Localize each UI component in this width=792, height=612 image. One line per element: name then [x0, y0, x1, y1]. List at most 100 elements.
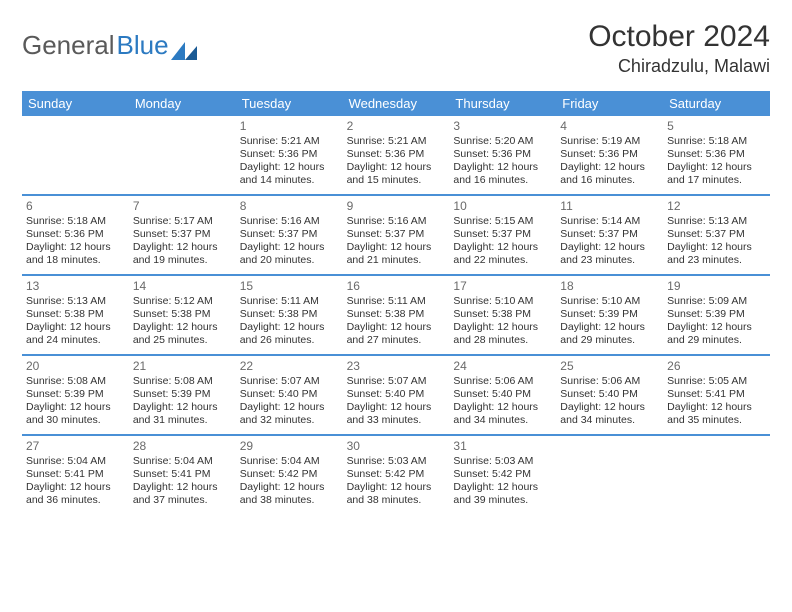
- week-row: 1Sunrise: 5:21 AMSunset: 5:36 PMDaylight…: [22, 116, 770, 194]
- empty-cell: [663, 436, 770, 514]
- daylight-line-1: Daylight: 12 hours: [240, 321, 339, 334]
- day-header: Monday: [129, 91, 236, 116]
- daylight-line-2: and 39 minutes.: [453, 494, 552, 507]
- daylight-line-2: and 34 minutes.: [453, 414, 552, 427]
- daylight-line-1: Daylight: 12 hours: [560, 321, 659, 334]
- daylight-line-2: and 16 minutes.: [560, 174, 659, 187]
- sunrise-line: Sunrise: 5:03 AM: [453, 455, 552, 468]
- sunset-line: Sunset: 5:42 PM: [453, 468, 552, 481]
- sunrise-line: Sunrise: 5:03 AM: [347, 455, 446, 468]
- daylight-line-2: and 15 minutes.: [347, 174, 446, 187]
- daylight-line-2: and 35 minutes.: [667, 414, 766, 427]
- sunset-line: Sunset: 5:40 PM: [240, 388, 339, 401]
- logo: GeneralBlue: [22, 20, 197, 61]
- daylight-line-2: and 23 minutes.: [560, 254, 659, 267]
- sunset-line: Sunset: 5:39 PM: [26, 388, 125, 401]
- sunrise-line: Sunrise: 5:15 AM: [453, 215, 552, 228]
- daylight-line-2: and 30 minutes.: [26, 414, 125, 427]
- daylight-line-1: Daylight: 12 hours: [26, 481, 125, 494]
- daylight-line-2: and 32 minutes.: [240, 414, 339, 427]
- daylight-line-1: Daylight: 12 hours: [347, 241, 446, 254]
- daylight-line-1: Daylight: 12 hours: [453, 241, 552, 254]
- calendar: SundayMondayTuesdayWednesdayThursdayFrid…: [22, 91, 770, 514]
- sunset-line: Sunset: 5:37 PM: [240, 228, 339, 241]
- day-number: 17: [453, 279, 552, 294]
- week-row: 13Sunrise: 5:13 AMSunset: 5:38 PMDayligh…: [22, 274, 770, 354]
- daylight-line-1: Daylight: 12 hours: [240, 401, 339, 414]
- week-row: 27Sunrise: 5:04 AMSunset: 5:41 PMDayligh…: [22, 434, 770, 514]
- day-number: 26: [667, 359, 766, 374]
- day-cell: 25Sunrise: 5:06 AMSunset: 5:40 PMDayligh…: [556, 356, 663, 434]
- daylight-line-2: and 31 minutes.: [133, 414, 232, 427]
- day-number: 13: [26, 279, 125, 294]
- day-cell: 7Sunrise: 5:17 AMSunset: 5:37 PMDaylight…: [129, 196, 236, 274]
- sunrise-line: Sunrise: 5:13 AM: [667, 215, 766, 228]
- daylight-line-1: Daylight: 12 hours: [347, 321, 446, 334]
- sunset-line: Sunset: 5:41 PM: [26, 468, 125, 481]
- day-header: Sunday: [22, 91, 129, 116]
- daylight-line-2: and 29 minutes.: [667, 334, 766, 347]
- sunset-line: Sunset: 5:38 PM: [26, 308, 125, 321]
- day-cell: 27Sunrise: 5:04 AMSunset: 5:41 PMDayligh…: [22, 436, 129, 514]
- week-row: 20Sunrise: 5:08 AMSunset: 5:39 PMDayligh…: [22, 354, 770, 434]
- sunrise-line: Sunrise: 5:08 AM: [26, 375, 125, 388]
- daylight-line-1: Daylight: 12 hours: [453, 321, 552, 334]
- sunrise-line: Sunrise: 5:13 AM: [26, 295, 125, 308]
- sunset-line: Sunset: 5:40 PM: [560, 388, 659, 401]
- header: GeneralBlue October 2024 Chiradzulu, Mal…: [22, 20, 770, 77]
- sunrise-line: Sunrise: 5:11 AM: [347, 295, 446, 308]
- day-number: 22: [240, 359, 339, 374]
- day-cell: 3Sunrise: 5:20 AMSunset: 5:36 PMDaylight…: [449, 116, 556, 194]
- day-header: Tuesday: [236, 91, 343, 116]
- day-number: 5: [667, 119, 766, 134]
- day-number: 3: [453, 119, 552, 134]
- day-cell: 20Sunrise: 5:08 AMSunset: 5:39 PMDayligh…: [22, 356, 129, 434]
- sunrise-line: Sunrise: 5:09 AM: [667, 295, 766, 308]
- day-cell: 1Sunrise: 5:21 AMSunset: 5:36 PMDaylight…: [236, 116, 343, 194]
- day-header: Saturday: [663, 91, 770, 116]
- sunrise-line: Sunrise: 5:21 AM: [347, 135, 446, 148]
- daylight-line-2: and 16 minutes.: [453, 174, 552, 187]
- daylight-line-2: and 37 minutes.: [133, 494, 232, 507]
- sunrise-line: Sunrise: 5:11 AM: [240, 295, 339, 308]
- daylight-line-1: Daylight: 12 hours: [240, 241, 339, 254]
- daylight-line-2: and 22 minutes.: [453, 254, 552, 267]
- daylight-line-2: and 20 minutes.: [240, 254, 339, 267]
- daylight-line-1: Daylight: 12 hours: [667, 241, 766, 254]
- day-cell: 24Sunrise: 5:06 AMSunset: 5:40 PMDayligh…: [449, 356, 556, 434]
- day-number: 15: [240, 279, 339, 294]
- daylight-line-1: Daylight: 12 hours: [453, 401, 552, 414]
- sunrise-line: Sunrise: 5:05 AM: [667, 375, 766, 388]
- sunrise-line: Sunrise: 5:10 AM: [453, 295, 552, 308]
- day-cell: 6Sunrise: 5:18 AMSunset: 5:36 PMDaylight…: [22, 196, 129, 274]
- sunrise-line: Sunrise: 5:19 AM: [560, 135, 659, 148]
- day-number: 6: [26, 199, 125, 214]
- empty-cell: [556, 436, 663, 514]
- day-cell: 13Sunrise: 5:13 AMSunset: 5:38 PMDayligh…: [22, 276, 129, 354]
- day-headers-row: SundayMondayTuesdayWednesdayThursdayFrid…: [22, 91, 770, 116]
- sunset-line: Sunset: 5:36 PM: [347, 148, 446, 161]
- sunrise-line: Sunrise: 5:18 AM: [26, 215, 125, 228]
- day-cell: 19Sunrise: 5:09 AMSunset: 5:39 PMDayligh…: [663, 276, 770, 354]
- sunset-line: Sunset: 5:37 PM: [667, 228, 766, 241]
- day-number: 24: [453, 359, 552, 374]
- sunset-line: Sunset: 5:42 PM: [347, 468, 446, 481]
- sunrise-line: Sunrise: 5:16 AM: [240, 215, 339, 228]
- daylight-line-1: Daylight: 12 hours: [26, 401, 125, 414]
- daylight-line-2: and 19 minutes.: [133, 254, 232, 267]
- sunrise-line: Sunrise: 5:17 AM: [133, 215, 232, 228]
- empty-cell: [129, 116, 236, 194]
- sunrise-line: Sunrise: 5:07 AM: [347, 375, 446, 388]
- daylight-line-1: Daylight: 12 hours: [347, 481, 446, 494]
- sunset-line: Sunset: 5:39 PM: [560, 308, 659, 321]
- day-number: 1: [240, 119, 339, 134]
- sunrise-line: Sunrise: 5:14 AM: [560, 215, 659, 228]
- title-block: October 2024 Chiradzulu, Malawi: [588, 20, 770, 77]
- daylight-line-2: and 25 minutes.: [133, 334, 232, 347]
- day-cell: 10Sunrise: 5:15 AMSunset: 5:37 PMDayligh…: [449, 196, 556, 274]
- sunset-line: Sunset: 5:38 PM: [133, 308, 232, 321]
- day-number: 2: [347, 119, 446, 134]
- day-cell: 31Sunrise: 5:03 AMSunset: 5:42 PMDayligh…: [449, 436, 556, 514]
- day-number: 16: [347, 279, 446, 294]
- day-number: 8: [240, 199, 339, 214]
